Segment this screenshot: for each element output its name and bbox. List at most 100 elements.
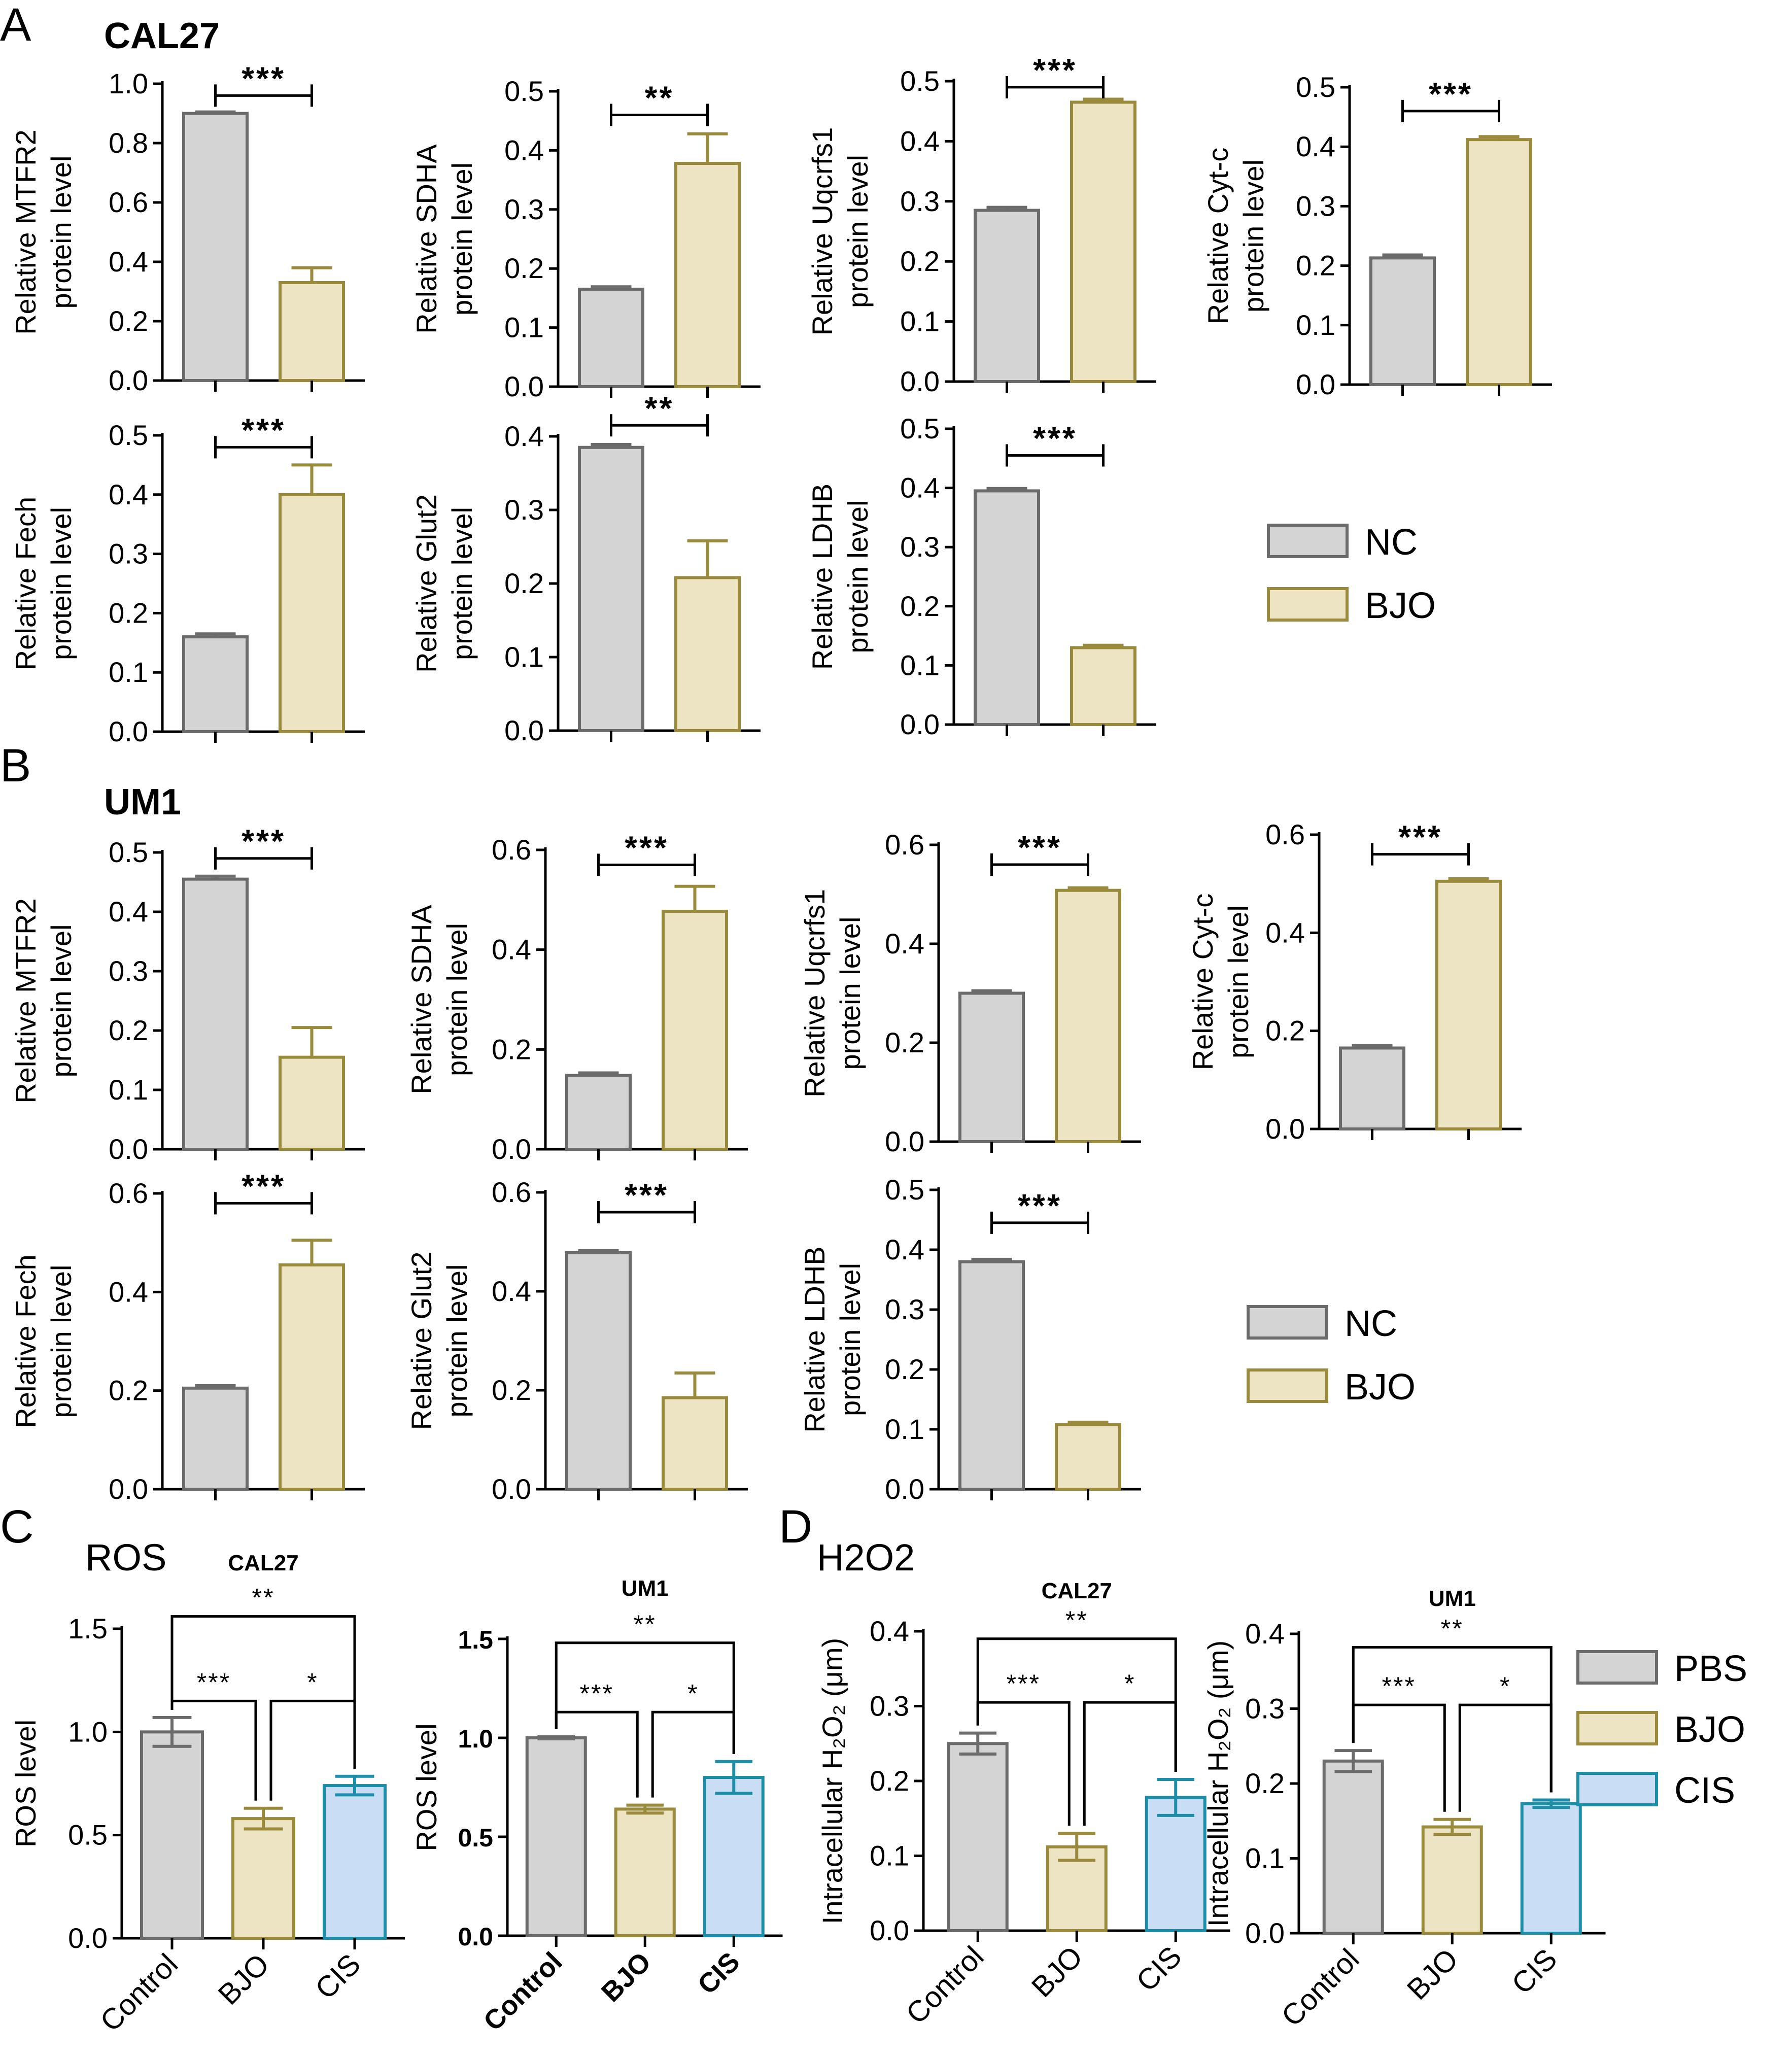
significance-line xyxy=(269,1699,356,1801)
panel-letter-d: D xyxy=(779,1501,812,1553)
panel-letter-a: A xyxy=(0,0,31,51)
y-tick-label: 0.4 xyxy=(1296,130,1335,162)
bar-bjo xyxy=(662,909,728,1151)
error-bar xyxy=(1067,886,1109,890)
bar-cis xyxy=(703,1776,765,1937)
category-label: BJO xyxy=(596,1946,657,2008)
y-axis-label: Relative MTFR2 xyxy=(10,898,42,1104)
y-axis-label: protein level xyxy=(834,1263,866,1416)
legend-label: BJO xyxy=(1365,586,1436,626)
error-bar xyxy=(674,884,715,911)
significance-line xyxy=(1401,99,1500,122)
y-tick-label: 0.5 xyxy=(458,1824,493,1852)
y-axis-label: protein level xyxy=(441,923,473,1076)
significance-label: *** xyxy=(1429,76,1473,112)
error-bar xyxy=(291,266,332,283)
bar-bjo xyxy=(279,281,345,383)
chart-b7: 0.0 0.1 0.2 0.3 0.4 0.5 Relative LDHB protein l… xyxy=(799,1174,1141,1505)
y-axis-label: Relative Fech xyxy=(10,1254,42,1428)
y-tick-label: 0.3 xyxy=(885,1293,924,1325)
error-bar xyxy=(1532,1798,1570,1809)
y-tick-label: 0.2 xyxy=(870,1765,909,1797)
y-axis-label: protein level xyxy=(1237,159,1269,313)
chart-c1: 0.0 0.5 1.0 1.5 ROS level CAL27 Control BJO CIS *… xyxy=(10,1551,405,2038)
significance-line xyxy=(1458,1703,1553,1812)
error-bar xyxy=(291,1026,332,1057)
significance-label: *** xyxy=(1018,829,1062,866)
y-tick-label: 0.4 xyxy=(900,472,940,504)
bar-nc xyxy=(974,209,1040,383)
y-tick-label: 0.1 xyxy=(1296,309,1335,341)
legend-swatch xyxy=(1247,1305,1328,1340)
significance-bracket: *** xyxy=(597,1177,696,1223)
error-bar xyxy=(1058,1832,1096,1862)
category-label: Control xyxy=(1275,1942,1365,2033)
panel-letter-c: C xyxy=(0,1501,33,1553)
y-tick-label: 0.0 xyxy=(885,1125,924,1157)
significance-bracket: *** xyxy=(170,1668,257,1801)
y-tick-label: 0.2 xyxy=(109,1014,148,1046)
y-tick-label: 0.0 xyxy=(870,1914,909,1946)
bar-bjo xyxy=(662,1396,728,1491)
legend-item-cis: CIS xyxy=(1576,1770,1735,1811)
significance-line xyxy=(1006,444,1105,467)
bar-bjo xyxy=(231,1817,295,1940)
significance-label: ** xyxy=(252,1584,275,1612)
error-bar xyxy=(687,132,728,164)
significance-bracket: *** xyxy=(555,1679,639,1798)
significance-label: ** xyxy=(645,80,674,116)
significance-label: *** xyxy=(197,1668,231,1696)
y-tick-label: 0.4 xyxy=(492,934,531,966)
significance-line xyxy=(597,1201,696,1223)
y-tick-label: 0.2 xyxy=(504,567,544,599)
y-tick-label: 0.1 xyxy=(109,1074,148,1106)
legend-swatch xyxy=(1267,524,1349,558)
bar-control xyxy=(947,1742,1009,1932)
significance-label: * xyxy=(1124,1669,1135,1698)
y-axis-label: protein level xyxy=(45,507,77,660)
significance-label: ** xyxy=(1065,1606,1088,1634)
y-tick-label: 0.3 xyxy=(109,538,148,570)
category-label: CIS xyxy=(1130,1940,1188,1998)
error-bar xyxy=(195,110,236,114)
y-tick-label: 0.2 xyxy=(504,252,544,284)
significance-bracket: *** xyxy=(976,1669,1071,1826)
y-tick-label: 0.4 xyxy=(1265,916,1305,948)
legend-item-bjo: BJO xyxy=(1247,1367,1416,1408)
y-tick-label: 0.0 xyxy=(504,714,544,746)
y-axis-label: Relative LDHB xyxy=(799,1246,831,1432)
legend-swatch xyxy=(1576,1650,1658,1685)
panel-letter-b: B xyxy=(0,740,31,792)
error-bar xyxy=(195,632,236,637)
error-bar xyxy=(1433,1818,1471,1836)
y-tick-label: 0.0 xyxy=(109,715,148,747)
significance-bracket: ** xyxy=(555,1610,735,1754)
y-tick-label: 0.6 xyxy=(109,1177,148,1209)
significance-label: *** xyxy=(242,60,286,96)
chart-a7: 0.0 0.1 0.2 0.3 0.4 0.5 Relative LDHB protein l… xyxy=(806,413,1156,740)
y-tick-label: 0.1 xyxy=(900,649,940,681)
chart-b3: 0.0 0.2 0.4 0.6 Relative Uqcrfs1 protein leve… xyxy=(799,829,1141,1157)
significance-label: * xyxy=(687,1679,699,1707)
significance-line xyxy=(214,847,313,870)
error-bar xyxy=(195,874,236,879)
legend-label: PBS xyxy=(1674,1649,1747,1689)
chart-a4: 0.0 0.1 0.2 0.3 0.4 0.5 Relative Cyt-c protein … xyxy=(1202,71,1552,400)
category-label: Control xyxy=(478,1946,568,2037)
chart-b2: 0.0 0.2 0.4 0.6 Relative SDHA protein level **… xyxy=(405,830,748,1165)
y-tick-label: 0.3 xyxy=(504,494,544,526)
row-title-cal27: CAL27 xyxy=(104,16,220,56)
error-bar xyxy=(715,1760,753,1795)
significance-label: *** xyxy=(1018,1187,1062,1224)
chart-a1: 0.0 0.2 0.4 0.6 0.8 1.0 Relative MTFR2 protein … xyxy=(10,60,365,396)
significance-line xyxy=(651,1710,735,1798)
y-tick-label: 0.3 xyxy=(504,193,544,225)
significance-bracket: *** xyxy=(1371,819,1470,866)
y-tick-label: 0.3 xyxy=(109,955,148,987)
bar-bjo xyxy=(1070,100,1136,383)
legend-label: NC xyxy=(1345,1304,1397,1344)
error-bar xyxy=(986,487,1027,491)
bar-bjo xyxy=(1435,879,1502,1131)
y-tick-label: 0.0 xyxy=(900,365,940,397)
